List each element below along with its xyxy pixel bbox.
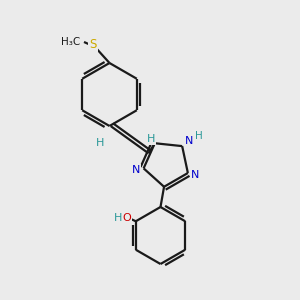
Text: H: H <box>114 213 122 223</box>
Text: H: H <box>95 138 104 148</box>
Text: H: H <box>195 130 203 141</box>
Text: N: N <box>184 136 193 146</box>
Text: N: N <box>191 169 200 179</box>
Text: O: O <box>122 213 131 223</box>
Text: H: H <box>147 134 155 144</box>
Text: S: S <box>89 38 97 51</box>
Text: N: N <box>132 165 140 175</box>
Text: H₃C: H₃C <box>61 37 81 47</box>
